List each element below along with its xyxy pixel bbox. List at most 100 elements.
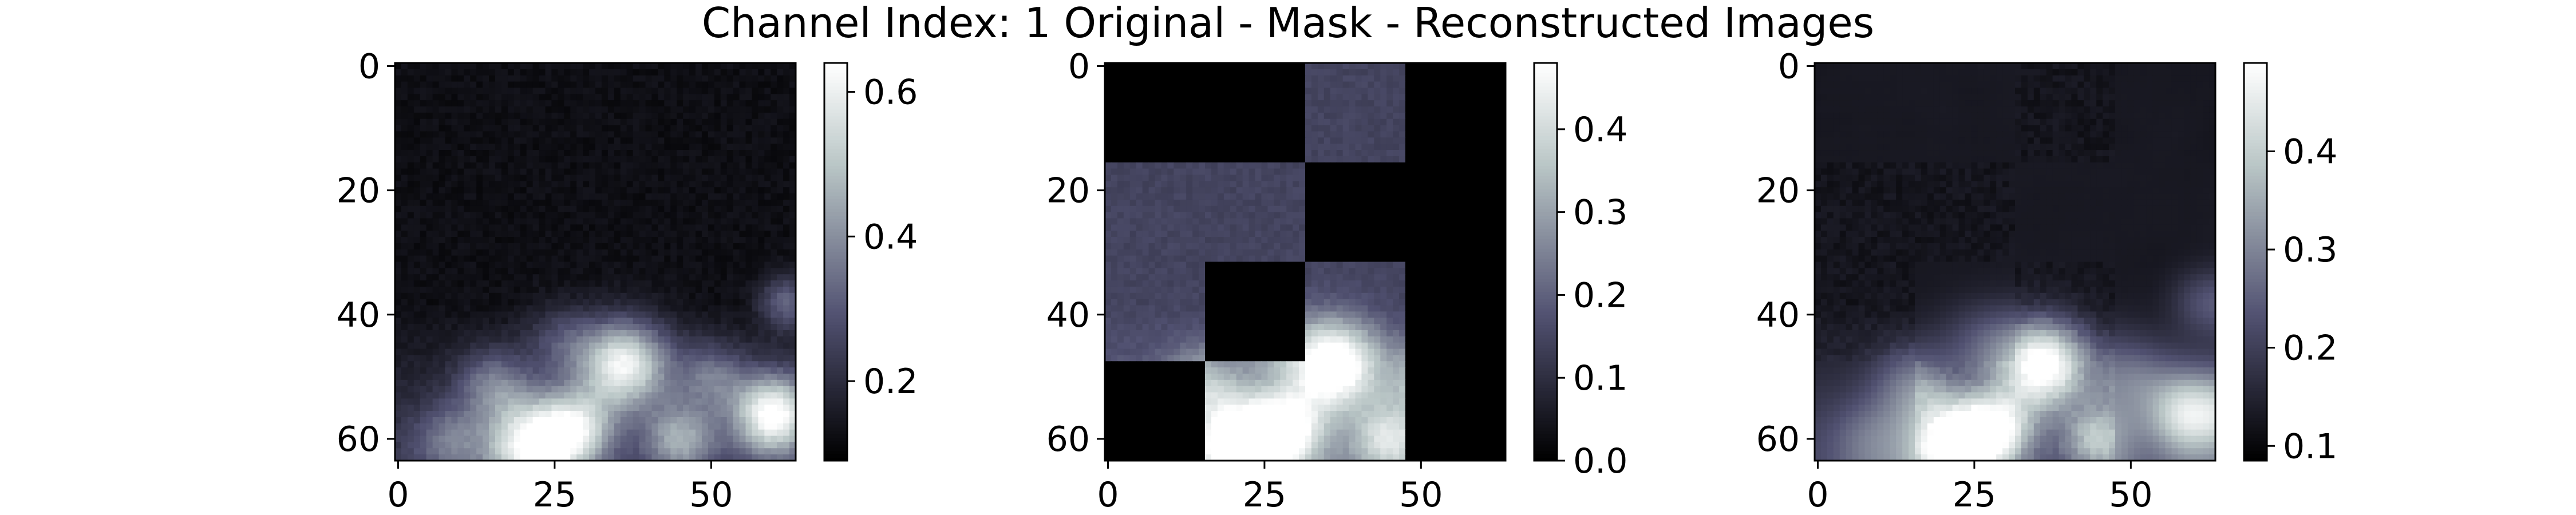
colorbar-swatch — [824, 401, 847, 405]
heatmap-cell — [1374, 106, 1381, 113]
heatmap-cell — [464, 367, 471, 374]
heatmap-cell — [426, 274, 433, 281]
heatmap-cell — [420, 199, 427, 207]
heatmap-cell — [1111, 88, 1118, 94]
heatmap-cell — [501, 435, 508, 443]
heatmap-cell — [764, 398, 771, 405]
heatmap-cell — [507, 435, 515, 443]
heatmap-cell — [1280, 94, 1287, 101]
heatmap-cell — [501, 274, 508, 281]
heatmap-cell — [583, 299, 590, 306]
heatmap-cell — [783, 318, 790, 324]
heatmap-cell — [1299, 81, 1306, 89]
heatmap-cell — [395, 175, 402, 181]
heatmap-cell — [489, 243, 496, 250]
heatmap-cell — [758, 292, 765, 300]
heatmap-cell — [420, 274, 427, 281]
heatmap-cell — [589, 379, 596, 387]
heatmap-cell — [432, 379, 440, 387]
heatmap-cell — [777, 348, 784, 355]
heatmap-cell — [789, 88, 796, 94]
heatmap-cell — [701, 268, 709, 275]
heatmap-cell — [507, 429, 515, 437]
heatmap-cell — [420, 187, 427, 194]
heatmap-cell — [1293, 112, 1299, 120]
heatmap-cell — [1342, 63, 1350, 70]
heatmap-cell — [764, 305, 771, 312]
heatmap-cell — [720, 448, 728, 455]
heatmap-cell — [651, 429, 658, 437]
heatmap-cell — [664, 373, 671, 381]
heatmap-cell — [1417, 106, 1425, 113]
heatmap-cell — [1255, 100, 1262, 107]
colorbar-swatch — [824, 417, 847, 422]
heatmap-cell — [1449, 106, 1456, 113]
heatmap-cell — [401, 125, 408, 132]
heatmap-cell — [432, 292, 440, 300]
heatmap-cell — [639, 411, 646, 418]
heatmap-cell — [1474, 69, 1481, 76]
heatmap-cell — [495, 280, 502, 287]
heatmap-cell — [520, 379, 527, 387]
heatmap-cell — [483, 274, 489, 281]
heatmap-cell — [445, 262, 452, 268]
heatmap-cell — [558, 373, 564, 381]
heatmap-cell — [1386, 69, 1393, 76]
heatmap-cell — [658, 361, 665, 368]
heatmap-cell — [658, 187, 665, 194]
heatmap-cell — [470, 125, 477, 132]
heatmap-cell — [664, 224, 671, 231]
heatmap-cell — [651, 442, 658, 449]
heatmap-cell — [558, 231, 564, 237]
heatmap-cell — [1148, 118, 1156, 126]
heatmap-cell — [639, 131, 646, 138]
heatmap-cell — [1105, 125, 1112, 132]
heatmap-cell — [696, 88, 702, 94]
heatmap-cell — [401, 280, 408, 287]
heatmap-cell — [407, 299, 414, 306]
heatmap-cell — [1443, 88, 1450, 94]
heatmap-cell — [526, 348, 534, 355]
heatmap-cell — [620, 448, 627, 455]
heatmap-cell — [539, 187, 546, 194]
heatmap-cell — [771, 268, 777, 275]
heatmap-cell — [633, 224, 640, 231]
heatmap-cell — [595, 392, 602, 399]
heatmap-cell — [457, 193, 464, 200]
heatmap-cell — [589, 125, 596, 132]
heatmap-cell — [726, 386, 734, 393]
heatmap-cell — [764, 249, 771, 256]
heatmap-cell — [601, 286, 609, 294]
heatmap-cell — [451, 168, 458, 176]
heatmap-cell — [470, 175, 477, 181]
heatmap-cell — [701, 262, 709, 268]
heatmap-cell — [601, 274, 609, 281]
heatmap-cell — [1386, 125, 1393, 132]
heatmap-cell — [495, 311, 502, 318]
heatmap-cell — [651, 286, 658, 294]
heatmap-cell — [670, 75, 677, 82]
heatmap-cell — [426, 193, 433, 200]
heatmap-cell — [614, 379, 621, 387]
heatmap-cell — [476, 88, 483, 94]
heatmap-cell — [658, 94, 665, 101]
heatmap-cell — [470, 199, 477, 207]
heatmap-cell — [789, 150, 796, 157]
heatmap-cell — [777, 181, 784, 188]
heatmap-cell — [726, 224, 734, 231]
heatmap-cell — [457, 367, 464, 374]
heatmap-cell — [545, 218, 552, 225]
heatmap-cell — [726, 280, 734, 287]
heatmap-cell — [526, 398, 534, 405]
heatmap-cell — [1230, 63, 1237, 70]
heatmap-cell — [407, 75, 414, 82]
heatmap-cell — [1117, 118, 1124, 126]
colorbar-swatch — [824, 358, 847, 362]
heatmap-cell — [1211, 63, 1218, 70]
heatmap-cell — [601, 131, 609, 138]
heatmap-cell — [764, 175, 771, 181]
heatmap-cell — [570, 181, 577, 188]
heatmap-cell — [1317, 112, 1325, 120]
heatmap-cell — [626, 262, 634, 268]
heatmap-cell — [639, 311, 646, 318]
